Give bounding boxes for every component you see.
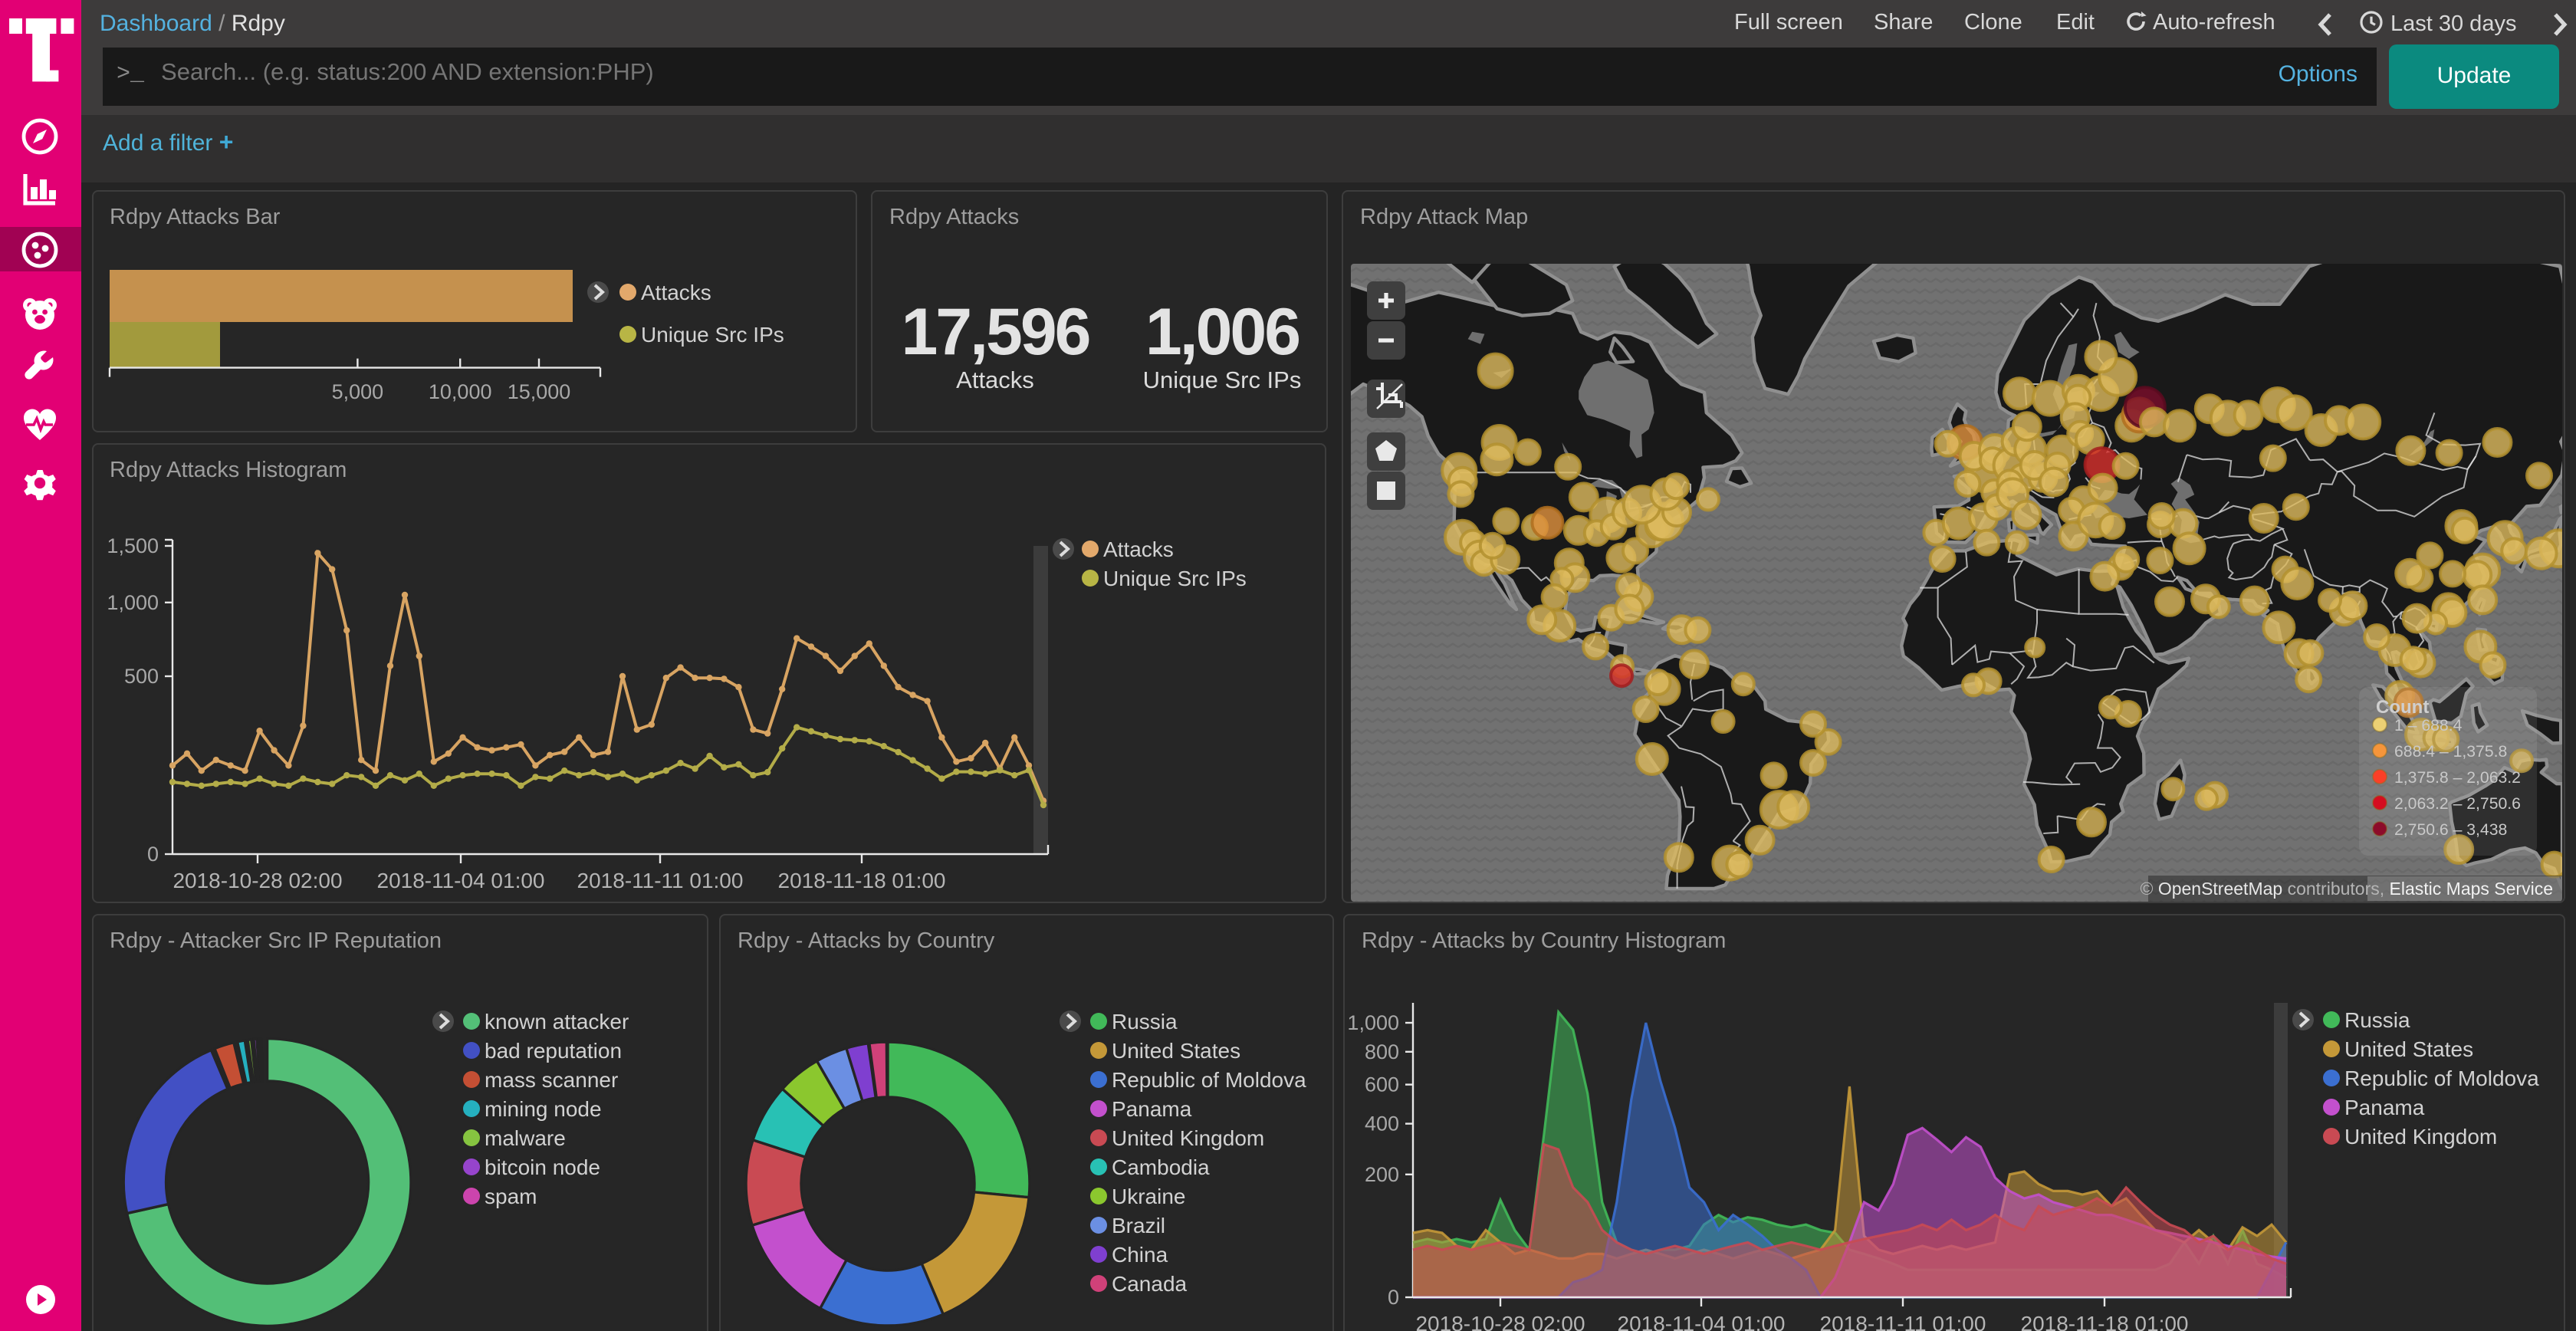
svg-text:600: 600 xyxy=(1365,1073,1399,1096)
svg-text:Republic of Moldova: Republic of Moldova xyxy=(1112,1067,1306,1091)
svg-text:0: 0 xyxy=(1388,1285,1399,1308)
svg-text:Panama: Panama xyxy=(2344,1095,2425,1119)
svg-text:2018-11-04 01:00: 2018-11-04 01:00 xyxy=(1618,1311,1786,1331)
svg-text:Brazil: Brazil xyxy=(1112,1213,1165,1237)
svg-text:2,750.6 – 3,438: 2,750.6 – 3,438 xyxy=(2394,821,2506,839)
svg-text:Russia: Russia xyxy=(2344,1007,2410,1031)
svg-text:1 – 688.4: 1 – 688.4 xyxy=(2394,717,2462,735)
svg-text:known attacker: known attacker xyxy=(484,1009,628,1033)
svg-text:200: 200 xyxy=(1365,1162,1399,1185)
svg-text:5,000: 5,000 xyxy=(331,380,383,403)
svg-text:400: 400 xyxy=(1365,1112,1399,1135)
svg-text:2018-10-28 02:00: 2018-10-28 02:00 xyxy=(1415,1311,1585,1331)
svg-text:15,000: 15,000 xyxy=(507,380,570,403)
svg-text:© OpenStreetMap contributors,: © OpenStreetMap contributors, Elastic Ma… xyxy=(2139,879,2552,899)
svg-text:Ukraine: Ukraine xyxy=(1112,1184,1185,1208)
svg-text:United Kingdom: United Kingdom xyxy=(2344,1124,2497,1148)
svg-text:800: 800 xyxy=(1365,1040,1399,1063)
svg-text:500: 500 xyxy=(123,664,158,687)
svg-text:Panama: Panama xyxy=(1112,1096,1192,1120)
svg-text:0: 0 xyxy=(146,842,158,865)
svg-text:Unique Src IPs: Unique Src IPs xyxy=(1102,566,1246,590)
svg-text:Attacks: Attacks xyxy=(1102,537,1173,560)
svg-text:2018-11-18 01:00: 2018-11-18 01:00 xyxy=(2021,1311,2189,1331)
svg-text:1,500: 1,500 xyxy=(106,534,158,557)
svg-text:2018-11-18 01:00: 2018-11-18 01:00 xyxy=(777,868,945,892)
svg-text:United States: United States xyxy=(2344,1037,2473,1060)
svg-text:688.4 – 1,375.8: 688.4 – 1,375.8 xyxy=(2394,743,2506,761)
svg-text:1,000: 1,000 xyxy=(1347,1011,1399,1034)
svg-text:1,375.8 – 2,063.2: 1,375.8 – 2,063.2 xyxy=(2394,769,2520,787)
svg-text:Cambodia: Cambodia xyxy=(1112,1155,1210,1178)
svg-text:bitcoin node: bitcoin node xyxy=(484,1155,600,1178)
svg-text:mass scanner: mass scanner xyxy=(484,1067,617,1091)
svg-text:malware: malware xyxy=(484,1126,565,1149)
svg-text:mining node: mining node xyxy=(484,1096,601,1120)
svg-text:10,000: 10,000 xyxy=(428,380,491,403)
svg-text:Unique Src IPs: Unique Src IPs xyxy=(640,323,784,347)
svg-text:Canada: Canada xyxy=(1112,1271,1188,1295)
svg-text:2018-10-28 02:00: 2018-10-28 02:00 xyxy=(172,868,341,892)
svg-text:United Kingdom: United Kingdom xyxy=(1112,1126,1264,1149)
svg-text:spam: spam xyxy=(484,1184,536,1208)
svg-text:Republic of Moldova: Republic of Moldova xyxy=(2344,1066,2539,1089)
svg-text:2018-11-11 01:00: 2018-11-11 01:00 xyxy=(1820,1311,1986,1331)
svg-text:Attacks: Attacks xyxy=(640,281,711,304)
svg-text:1,000: 1,000 xyxy=(106,590,158,613)
svg-text:2018-11-11 01:00: 2018-11-11 01:00 xyxy=(577,868,743,892)
svg-text:Count: Count xyxy=(2375,697,2428,718)
svg-text:United States: United States xyxy=(1112,1038,1240,1062)
svg-text:China: China xyxy=(1112,1242,1168,1266)
svg-text:bad reputation: bad reputation xyxy=(484,1038,621,1062)
svg-text:2018-11-04 01:00: 2018-11-04 01:00 xyxy=(376,868,544,892)
svg-text:Russia: Russia xyxy=(1112,1009,1178,1033)
svg-text:2,063.2 – 2,750.6: 2,063.2 – 2,750.6 xyxy=(2394,795,2520,813)
